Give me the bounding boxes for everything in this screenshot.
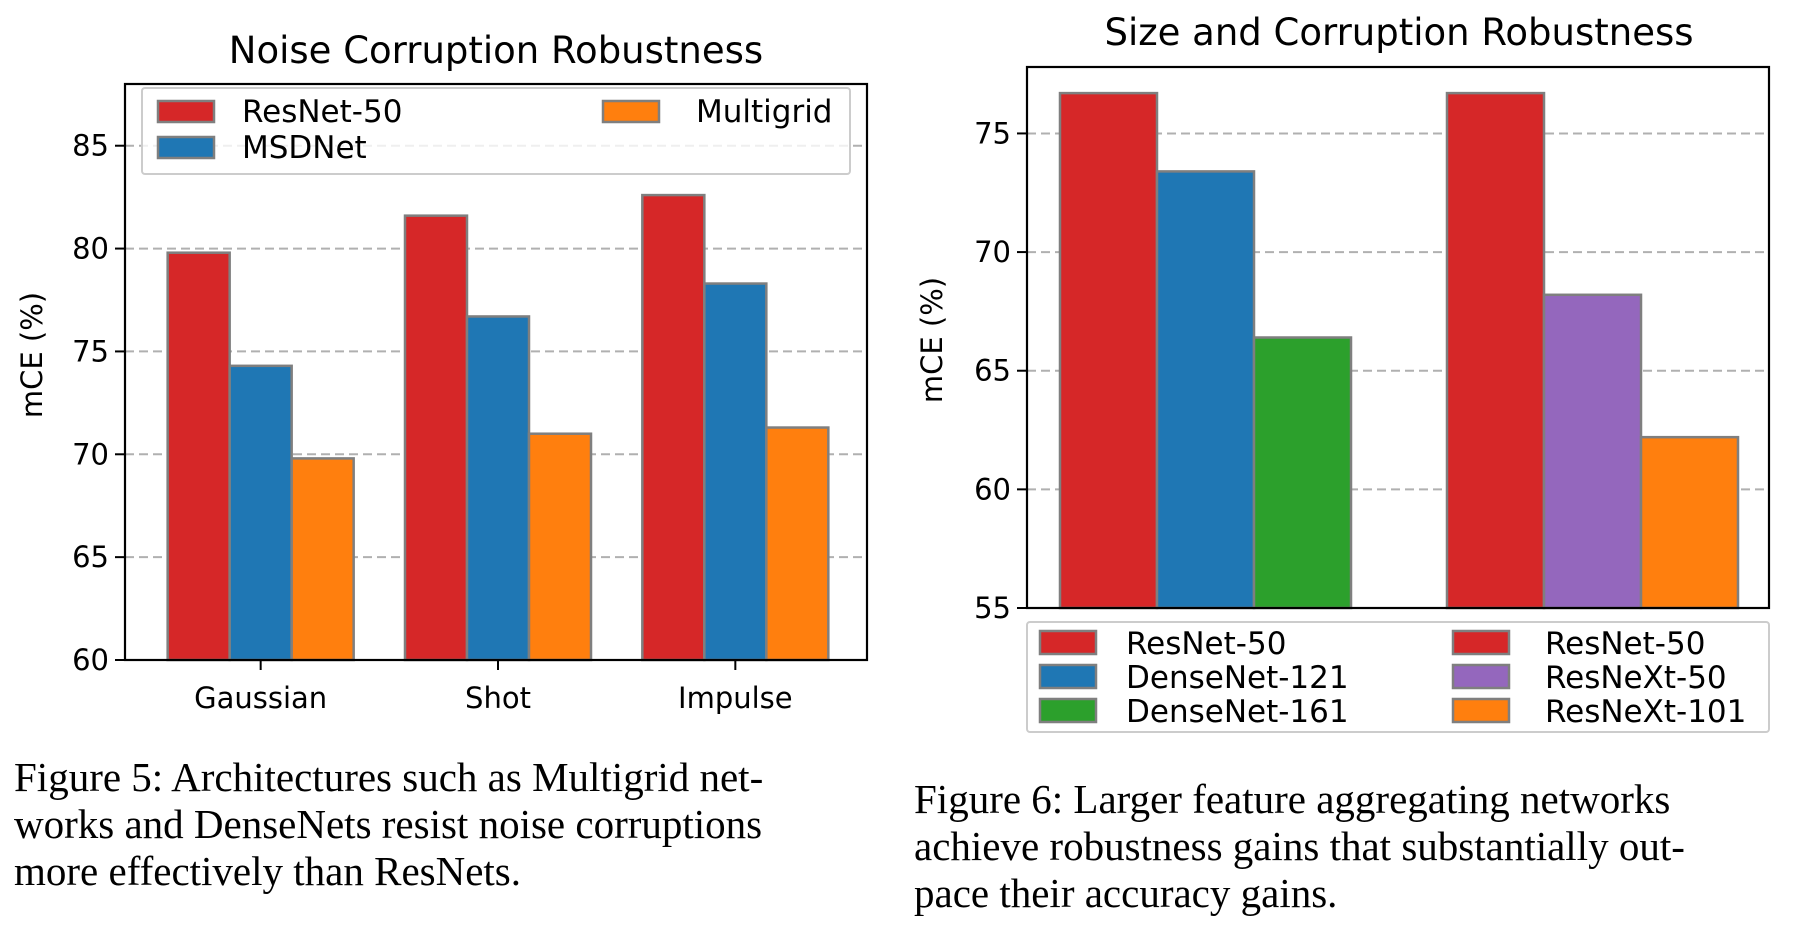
y-tick-label: 75 [72,334,109,368]
caption-line: achieve robustness gains that substantia… [914,823,1685,869]
y-axis-label: mCE (%) [915,277,949,403]
legend-swatch-msdnet [156,135,216,160]
legend-swatch-multigrid [601,99,661,124]
legend-label-resnet50-a: ResNet-50 [1126,626,1286,662]
bar-resnet-50-impulse [641,193,706,662]
bar-resnext-50-group2 [1542,293,1643,610]
bar-resnet-50-group1 [1058,91,1159,610]
bar-densenet-121-group1 [1155,170,1256,610]
y-tick-label: 75 [974,116,1011,150]
bar-resnext-101-group2 [1639,435,1740,610]
legend-box [1026,621,1770,733]
y-axis-label: mCE (%) [15,292,49,418]
bar-resnet-50-shot [403,214,469,662]
bar-multigrid-gaussian [290,457,355,662]
legend-swatch-resnext50 [1451,663,1511,690]
x-tick-label-shot: Shot [465,681,531,715]
caption-line: more effectively than ResNets. [14,848,522,894]
y-tick-label: 60 [974,472,1011,506]
bar-msdnet-gaussian [228,364,293,662]
caption-line: works and DenseNets resist noise corrupt… [14,801,763,847]
y-tick-label: 85 [72,129,109,163]
legend-swatch-resnet50-a [1038,629,1098,656]
legend-swatch-densenet161 [1038,697,1098,724]
x-tick-label-gaussian: Gaussian [194,681,327,715]
legend-label-multigrid: Multigrid [696,94,833,130]
legend-swatch-resnext101 [1451,697,1511,724]
bar-multigrid-impulse [765,426,830,662]
y-tick-label: 60 [72,643,109,677]
caption-line: Figure 6: Larger feature aggregating net… [914,776,1671,822]
bar-msdnet-impulse [703,282,768,662]
chart-title: Noise Corruption Robustness [229,29,763,72]
legend-label-resnext101: ResNeXt-101 [1545,694,1746,730]
figure-canvas: Noise Corruption Robustness mCE (%) 60 65… [15,11,1771,733]
bar-multigrid-shot [527,432,593,662]
y-tick-label: 70 [72,437,109,471]
bar-resnet-50-gaussian [166,251,231,662]
bar-densenet-161-group1 [1252,336,1353,610]
plot-frame [123,82,869,662]
size-robustness-chart: Size and Corruption Robustness mCE (%) 5… [915,11,1771,733]
legend: ResNet-50 DenseNet-121 DenseNet-161 ResN… [1026,621,1770,733]
legend-label-densenet121: DenseNet-121 [1126,660,1349,696]
legend-label-msdnet: MSDNet [242,130,367,166]
legend: ResNet-50 MSDNet Multigrid [141,87,851,175]
y-tick-label: 65 [72,540,109,574]
y-ticks: 60 65 70 75 80 85 [72,129,125,677]
caption-line: Figure 5: Architectures such as Multigri… [14,754,764,800]
bars [1058,91,1740,610]
legend-label-resnext50: ResNeXt-50 [1545,660,1727,696]
legend-box [141,87,851,175]
y-tick-label: 65 [974,354,1011,388]
legend-label-densenet161: DenseNet-161 [1126,694,1349,730]
bars [166,193,830,662]
x-ticks: Gaussian Shot Impulse [194,660,793,715]
plot-frame [1025,65,1771,610]
bar-resnet-50-group2 [1445,91,1546,610]
caption-line: pace their accuracy gains. [914,870,1338,916]
chart-title: Size and Corruption Robustness [1104,11,1693,54]
figure-5-caption: Figure 5: Architectures such as Multigri… [14,754,888,895]
y-tick-label: 55 [974,591,1011,625]
bar-msdnet-shot [465,315,531,662]
figure-6-caption: Figure 6: Larger feature aggregating net… [914,776,1782,917]
x-tick-label-impulse: Impulse [678,681,793,715]
noise-robustness-chart: Noise Corruption Robustness mCE (%) 60 65… [15,29,869,715]
y-ticks: 55 60 65 70 75 [974,116,1027,625]
legend-swatch-resnet50 [156,99,216,124]
legend-swatch-resnet50-b [1451,629,1511,656]
legend-label-resnet50: ResNet-50 [242,94,402,130]
y-tick-label: 70 [974,235,1011,269]
y-tick-label: 80 [72,232,109,266]
legend-label-resnet50-b: ResNet-50 [1545,626,1705,662]
legend-swatch-densenet121 [1038,663,1098,690]
